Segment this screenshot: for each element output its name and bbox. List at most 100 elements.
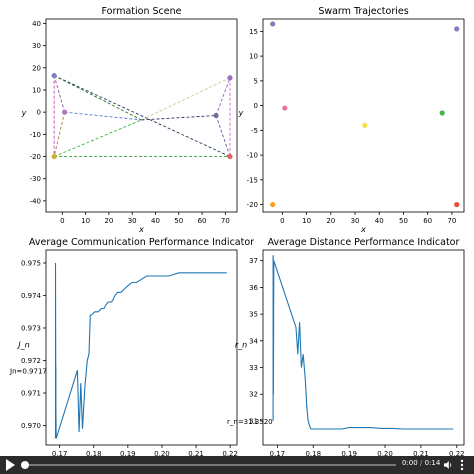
- x-tick-label: 30: [351, 217, 360, 225]
- y-tick-label: 0: [254, 102, 258, 110]
- volume-icon[interactable]: [444, 461, 452, 469]
- y-tick-label: 32: [249, 391, 258, 399]
- x-tick-label: 70: [221, 217, 230, 225]
- swarm-trajectories-panel: Swarm Trajectories 0 10 20 30 40 50 60 70 -20 -15 -…: [238, 6, 465, 234]
- time-total: 0:14: [424, 459, 441, 467]
- y-tick-label: 15: [249, 28, 258, 36]
- x-tick-label: 0.21: [188, 450, 204, 458]
- y-tick-label: 0.971: [21, 390, 41, 398]
- y-tick-label: -20: [247, 201, 258, 209]
- axes-frame: [45, 249, 238, 446]
- agent-point: [227, 153, 233, 160]
- chart-title: Formation Scene: [102, 6, 182, 17]
- formation-scene-panel: Formation Scene 0 10 20 30 40 50 60 70 -40 -30 -20 -…: [21, 6, 238, 234]
- x-tick-label: 0.20: [377, 450, 393, 458]
- y-tick-label: -10: [30, 131, 41, 139]
- y-tick-label: -10: [247, 152, 258, 160]
- x-tick-label: 0.22: [449, 450, 465, 458]
- y-tick-label: 0.970: [21, 422, 41, 430]
- series-line: [272, 255, 454, 430]
- agent-point: [227, 75, 233, 81]
- formation-link: [64, 111, 142, 121]
- y-axis-label: r_n: [235, 341, 247, 350]
- time-current: 0:00: [402, 459, 418, 467]
- video-controls-bar: 0:00 / 0:14: [0, 456, 474, 474]
- y-tick-label: 20: [32, 64, 41, 72]
- agent-point: [454, 26, 460, 32]
- agent-point: [439, 110, 445, 116]
- x-axis-label: x: [360, 225, 366, 234]
- axes-frame: [262, 249, 465, 446]
- x-tick-label: 60: [423, 217, 432, 225]
- formation-link: [53, 75, 142, 121]
- y-tick-label: 10: [249, 53, 258, 61]
- axes-frame: [45, 18, 238, 213]
- chart-title: Average Distance Performance Indicator: [268, 237, 460, 248]
- agent-point: [454, 201, 460, 208]
- agent-point: [62, 109, 68, 115]
- y-tick-label: 35: [249, 311, 258, 319]
- formation-link: [215, 77, 231, 116]
- progress-track[interactable]: [24, 464, 396, 466]
- y-tick-label: 0.972: [21, 357, 41, 365]
- x-tick-label: 30: [128, 217, 137, 225]
- y-tick-label: 0.974: [21, 292, 42, 300]
- play-icon[interactable]: [6, 459, 15, 471]
- x-tick-label: 0.18: [86, 450, 102, 458]
- time-separator: /: [419, 459, 423, 467]
- x-tick-label: 0.17: [52, 450, 68, 458]
- agent-point: [270, 201, 276, 208]
- y-tick-label: 0.973: [21, 325, 41, 333]
- x-tick-label: 0.22: [222, 450, 238, 458]
- x-tick-label: 40: [151, 217, 160, 225]
- x-tick-label: 20: [104, 217, 113, 225]
- formation-link: [215, 115, 231, 157]
- x-tick-label: 0.19: [341, 450, 357, 458]
- agent-point: [51, 72, 57, 79]
- x-axis-label: x: [138, 225, 144, 234]
- y-tick-label: -30: [30, 175, 41, 183]
- x-tick-label: 0.17: [270, 450, 286, 458]
- y-tick-label: -15: [247, 176, 258, 184]
- y-axis-label: y: [238, 109, 244, 118]
- x-tick-label: 70: [447, 217, 456, 225]
- x-tick-label: 10: [81, 217, 90, 225]
- progress-thumb[interactable]: [21, 461, 29, 469]
- chart-title: Swarm Trajectories: [318, 6, 408, 17]
- series-line: [54, 262, 227, 439]
- y-tick-label: 5: [254, 77, 258, 85]
- agent-point: [270, 21, 276, 27]
- agent-point: [213, 112, 219, 119]
- y-tick-label: 10: [32, 86, 41, 94]
- x-tick-label: 40: [375, 217, 384, 225]
- formation-link: [141, 115, 217, 121]
- communication-indicator-panel: Average Communication Performance Indica…: [9, 237, 254, 467]
- y-tick-label: -40: [30, 197, 41, 205]
- formation-link: [53, 75, 66, 113]
- y-tick-label: 0.975: [21, 260, 41, 268]
- formation-link: [141, 77, 231, 121]
- distance-indicator-panel: Average Distance Performance Indicator 0.…: [227, 237, 465, 467]
- time-display: 0:00 / 0:14: [402, 459, 440, 467]
- y-tick-label: -20: [30, 153, 41, 161]
- y-tick-label: 0: [37, 109, 41, 117]
- x-tick-label: 0.20: [154, 450, 170, 458]
- y-tick-label: -5: [251, 127, 258, 135]
- agent-point: [362, 122, 368, 128]
- y-tick-label: 34: [249, 337, 258, 345]
- y-tick-label: 31: [249, 417, 258, 425]
- x-tick-label: 0.19: [120, 450, 136, 458]
- more-options-icon[interactable]: [460, 459, 464, 471]
- chart-title: Average Communication Performance Indica…: [29, 237, 254, 248]
- y-tick-label: 30: [32, 42, 41, 50]
- formation-link: [53, 119, 142, 157]
- x-tick-label: 0.18: [305, 450, 321, 458]
- x-tick-label: 20: [326, 217, 335, 225]
- x-tick-label: 50: [399, 217, 408, 225]
- y-tick-label: 36: [249, 284, 258, 292]
- y-tick-label: 37: [249, 257, 258, 265]
- x-tick-label: 0.21: [413, 450, 429, 458]
- y-tick-label: 40: [32, 20, 41, 28]
- y-axis-label: J_n: [16, 341, 29, 350]
